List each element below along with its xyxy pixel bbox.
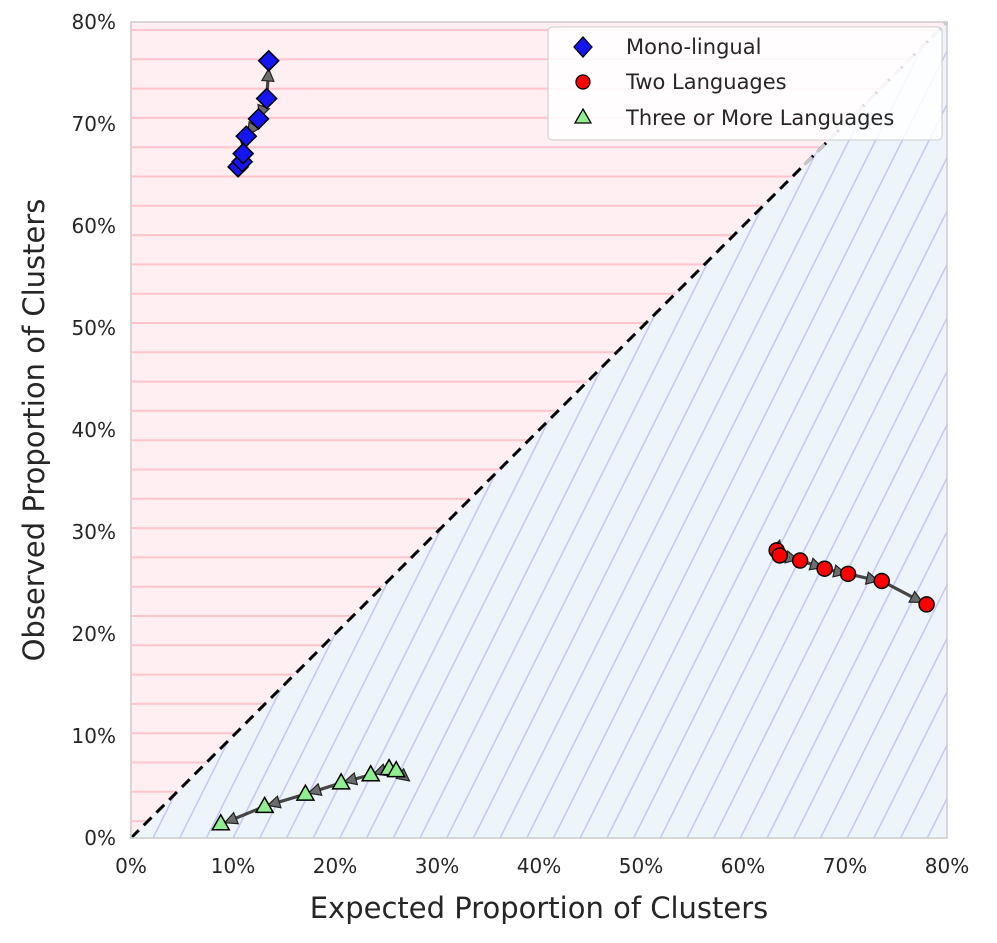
three-or-more-point — [254, 795, 275, 814]
x-tick-label: 40% — [517, 854, 561, 878]
hatch-line-below — [766, 22, 947, 838]
y-tick-label: 40% — [72, 418, 116, 442]
x-tick-label: 60% — [721, 854, 765, 878]
two-languages-point — [918, 596, 935, 613]
data-points — [210, 49, 935, 831]
y-tick-label: 80% — [72, 10, 116, 34]
three-or-more-point — [210, 813, 231, 831]
arrow-head — [266, 795, 282, 809]
hatch-line-below — [392, 22, 947, 838]
x-tick-label: 20% — [313, 854, 357, 878]
hatch-line-below — [954, 0, 997, 838]
hatch-line-below — [339, 22, 947, 838]
two-languages-point — [873, 572, 890, 590]
legend-diamond-marker — [573, 36, 593, 58]
hatch-line-below — [285, 22, 947, 838]
hatch-line-below — [445, 22, 947, 838]
y-tick-label: 50% — [72, 316, 116, 340]
legend-label-three-or-more: Three or More Languages — [625, 106, 894, 130]
mono-lingual-point — [257, 49, 280, 72]
mono-lingual-point — [235, 125, 258, 148]
x-tick-label: 80% — [925, 854, 969, 878]
y-axis-label: Observed Proportion of Clusters — [17, 199, 51, 662]
y-axis-ticks: 0% 10% 20% 30% 40% 50% 60% 70% 80% — [72, 10, 116, 850]
hatch-line-below — [552, 22, 947, 838]
two-languages-point — [771, 547, 788, 564]
arrow-head — [908, 590, 924, 604]
legend-box — [547, 26, 943, 141]
hatch-line-below — [579, 22, 947, 838]
y-tick-label: 70% — [72, 112, 116, 136]
x-tick-label: 0% — [115, 854, 147, 878]
mono-lingual-point — [247, 107, 270, 130]
hatch-line-below — [606, 22, 947, 838]
x-tick-label: 50% — [619, 854, 663, 878]
hatch-line-below — [526, 22, 947, 838]
mono-lingual-point — [232, 142, 255, 165]
x-axis-label: Expected Proportion of Clusters — [310, 891, 769, 925]
x-tick-label: 10% — [211, 854, 255, 878]
x-tick-label: 70% — [823, 854, 867, 878]
legend: Mono-lingual Two Languages Three or More… — [547, 26, 943, 141]
hatch-line-below — [419, 22, 947, 838]
y-tick-label: 20% — [72, 622, 116, 646]
hatch-line-below — [472, 22, 947, 838]
arrow-head — [260, 67, 275, 82]
arrow-head — [223, 811, 240, 825]
three-or-more-point — [295, 783, 316, 801]
arrow-head — [307, 782, 323, 797]
x-tick-label: 30% — [415, 854, 459, 878]
legend-label-two-languages: Two Languages — [625, 70, 787, 94]
two-languages-point — [791, 552, 809, 569]
hatch-line-below — [632, 22, 947, 838]
hatch-line-below — [981, 0, 997, 838]
y-tick-label: 60% — [72, 214, 116, 238]
mono-lingual-point — [255, 87, 278, 110]
y-tick-label: 0% — [84, 826, 116, 850]
two-languages-point — [839, 565, 857, 583]
arrow-head — [342, 771, 359, 786]
hatch-line-below — [793, 22, 947, 838]
three-or-more-point — [360, 764, 381, 782]
y-tick-label: 30% — [72, 520, 116, 544]
hatch-line-below — [312, 22, 947, 838]
y-tick-label: 10% — [72, 724, 116, 748]
plot-frame — [130, 21, 948, 839]
legend-label-mono-lingual: Mono-lingual — [626, 35, 761, 59]
hatch-line-below — [739, 22, 947, 838]
three-or-more-point — [386, 760, 406, 778]
x-axis-ticks: 0% 10% 20% 30% 40% 50% 60% 70% 80% — [115, 854, 969, 878]
hatch-line-below — [499, 22, 947, 838]
legend-circle-marker — [575, 74, 591, 90]
hatch-line-below — [365, 22, 947, 838]
three-or-more-point — [331, 772, 351, 790]
two-languages-point — [816, 560, 833, 577]
legend-triangle-marker — [573, 107, 593, 124]
